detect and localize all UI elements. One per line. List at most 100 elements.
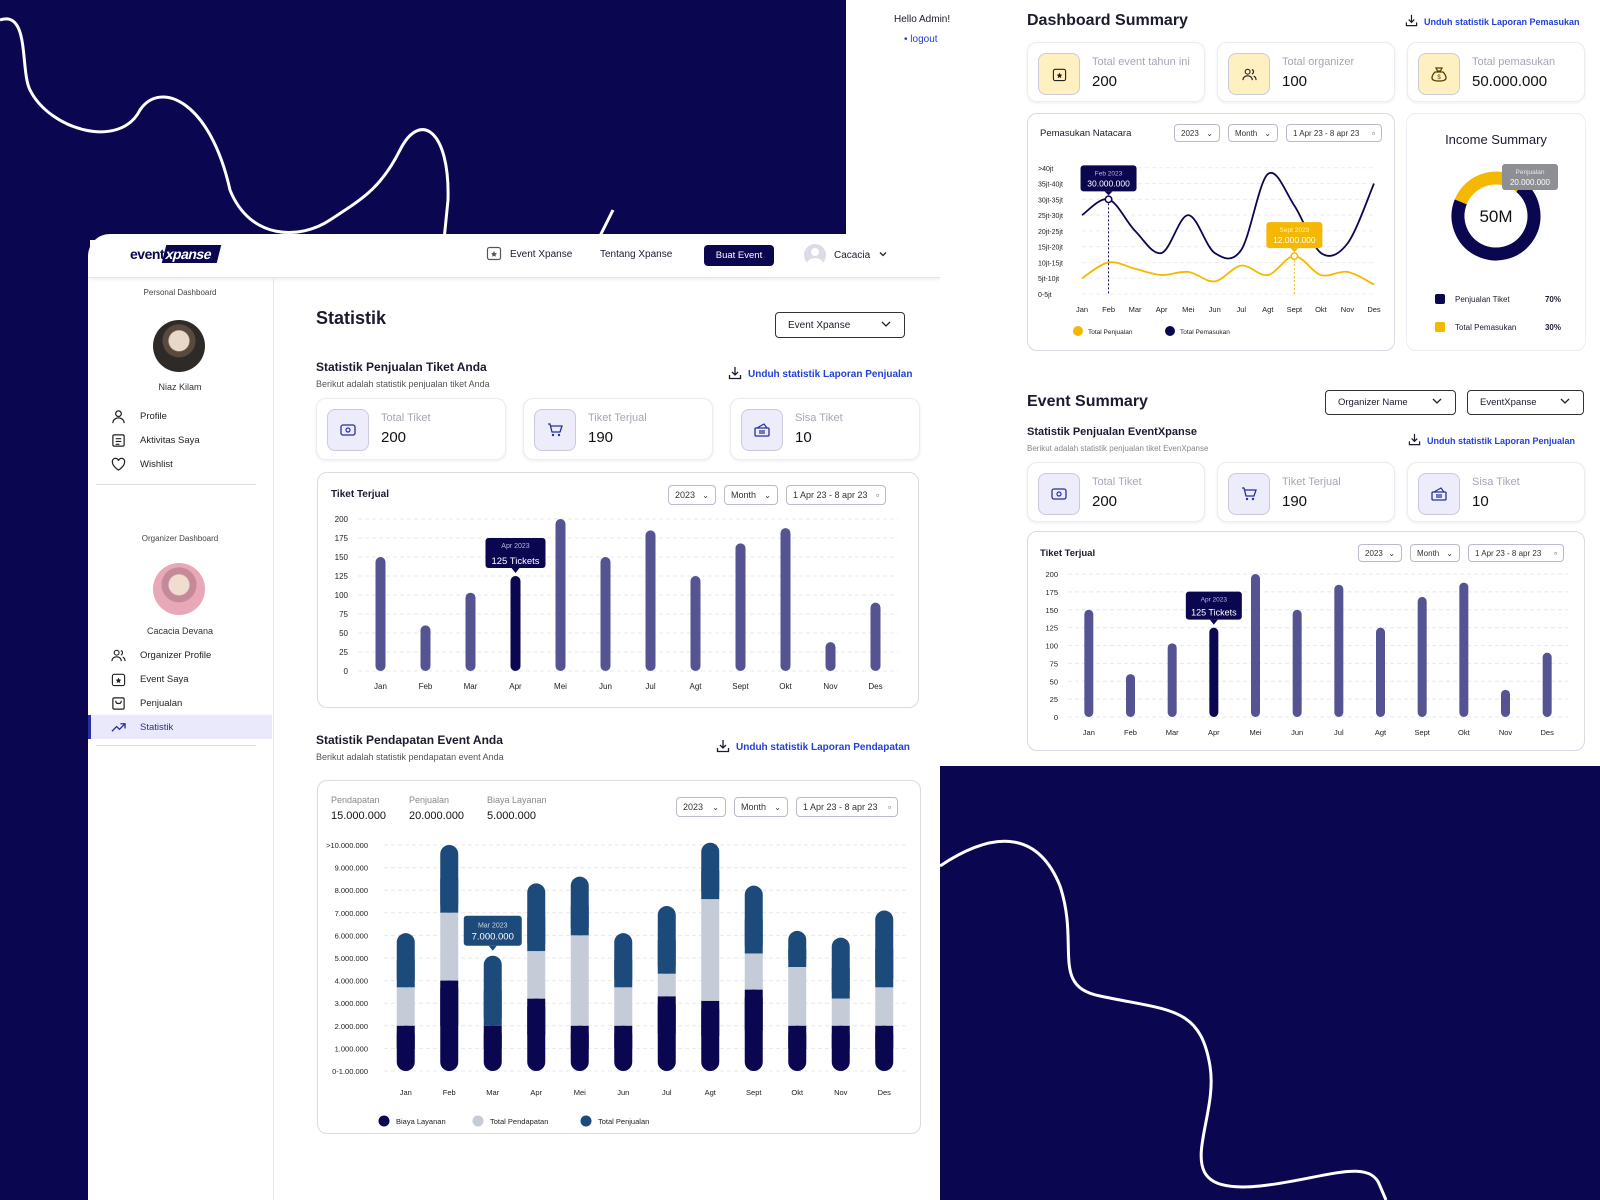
date-range-picker[interactable]: 1 Apr 23 - 8 apr 23 ▫ bbox=[786, 485, 886, 505]
bar[interactable] bbox=[465, 592, 476, 671]
bar-segment[interactable] bbox=[440, 912, 459, 981]
bar[interactable] bbox=[825, 642, 836, 671]
bar[interactable] bbox=[555, 519, 566, 671]
bar[interactable] bbox=[1251, 574, 1260, 717]
user-menu[interactable]: Cacacia bbox=[804, 242, 888, 268]
sidebar-item-label: Aktivitas Saya bbox=[140, 434, 200, 446]
download-pendapatan-link[interactable]: Unduh statistik Laporan Pendapatan bbox=[716, 739, 910, 756]
date-range-picker[interactable]: 1 Apr 23 - 8 apr 23 ▫ bbox=[1286, 124, 1382, 142]
bar-segment[interactable] bbox=[744, 953, 763, 990]
bar-segment[interactable] bbox=[657, 973, 676, 997]
period-select[interactable]: Month ⌄ bbox=[724, 485, 778, 505]
bar-segment[interactable] bbox=[788, 967, 807, 1026]
stat-value: 10 bbox=[795, 429, 812, 446]
sidebar-item-organizer-profile[interactable]: Organizer Profile bbox=[88, 643, 272, 667]
donut-slice[interactable] bbox=[1451, 181, 1541, 261]
year-value: 2023 bbox=[1365, 548, 1383, 558]
point-marker[interactable] bbox=[1104, 195, 1113, 204]
y-tick-label: 10jt-15jt bbox=[1038, 260, 1063, 267]
user-icon bbox=[110, 408, 126, 424]
period-select[interactable]: Month ⌄ bbox=[734, 797, 788, 817]
bar-segment[interactable] bbox=[570, 935, 589, 1026]
eventxpanse-select[interactable]: EventXpanse bbox=[1467, 390, 1584, 415]
bar[interactable] bbox=[690, 576, 701, 671]
bar[interactable] bbox=[780, 528, 791, 671]
organizer-select[interactable]: Organizer Name bbox=[1325, 390, 1456, 415]
year-select[interactable]: 2023 ⌄ bbox=[1174, 124, 1220, 142]
y-tick-label: 75 bbox=[339, 610, 348, 619]
bar[interactable] bbox=[375, 557, 386, 671]
event-select[interactable]: Event Xpanse bbox=[775, 312, 905, 338]
bar-segment[interactable] bbox=[527, 951, 546, 999]
bar[interactable] bbox=[1126, 674, 1135, 717]
avatar-cacacia[interactable] bbox=[153, 563, 205, 615]
ticket-icon bbox=[327, 409, 369, 451]
decorative-wave-bottom bbox=[940, 839, 1388, 1200]
avatar-niaz[interactable] bbox=[153, 320, 205, 372]
point-marker[interactable] bbox=[1290, 252, 1299, 261]
bar[interactable] bbox=[1501, 689, 1510, 717]
logout-link[interactable]: • logout bbox=[904, 34, 938, 45]
bar-segment[interactable] bbox=[875, 987, 894, 1026]
logo[interactable]: event xpanse bbox=[130, 244, 222, 264]
bar[interactable] bbox=[1292, 609, 1302, 717]
stat-value: 200 bbox=[381, 429, 407, 446]
sidebar-item-event-saya[interactable]: Event Saya bbox=[88, 667, 272, 691]
bar[interactable] bbox=[870, 602, 881, 671]
sidebar-item-statistik[interactable]: Statistik bbox=[88, 715, 272, 739]
event-summary-title: Event Summary bbox=[1027, 393, 1148, 410]
bar[interactable] bbox=[510, 576, 521, 671]
download-pemasukan-link[interactable]: Unduh statistik Laporan Pemasukan bbox=[1405, 14, 1580, 29]
period-value: Month bbox=[731, 490, 757, 500]
date-range-picker[interactable]: 1 Apr 23 - 8 apr 23 ▫ bbox=[1468, 544, 1564, 562]
bar-segment[interactable] bbox=[701, 899, 720, 1001]
date-range-picker[interactable]: 1 Apr 23 - 8 apr 23 ▫ bbox=[796, 797, 898, 817]
bar[interactable] bbox=[735, 543, 746, 671]
stat-label: Tiket Terjual bbox=[1282, 476, 1341, 488]
sidebar-item-label: Profile bbox=[140, 410, 167, 422]
cart-icon bbox=[534, 409, 576, 451]
sidebar-item-aktivitas-saya[interactable]: Aktivitas Saya bbox=[88, 428, 272, 452]
donut-legend-item: Total Pemasukan 30% bbox=[1435, 320, 1561, 334]
nav-event-xpanse[interactable]: Event Xpanse bbox=[486, 244, 572, 264]
bar[interactable] bbox=[420, 625, 431, 671]
sidebar-item-profile[interactable]: Profile bbox=[88, 404, 272, 428]
y-tick-label: 100 bbox=[1045, 642, 1058, 651]
bar[interactable] bbox=[645, 530, 656, 671]
nav-tentang[interactable]: Tentang Xpanse bbox=[600, 249, 673, 260]
bar[interactable] bbox=[1542, 652, 1552, 717]
stat-label: Total pemasukan bbox=[1472, 56, 1556, 68]
x-tick-label: Jan bbox=[1076, 305, 1088, 314]
x-tick-label: Des bbox=[1540, 728, 1554, 737]
download-penjualan-link[interactable]: Unduh statistik Laporan Penjualan bbox=[728, 366, 912, 383]
download-event-penjualan-link[interactable]: Unduh statistik Laporan Penjualan bbox=[1408, 433, 1575, 448]
legend-label: Total Penjualan bbox=[598, 1117, 649, 1126]
bar[interactable] bbox=[1376, 627, 1385, 717]
year-select[interactable]: 2023 ⌄ bbox=[676, 797, 726, 817]
y-tick-label: 50 bbox=[339, 629, 348, 638]
bar-segment[interactable] bbox=[614, 987, 633, 1026]
year-select[interactable]: 2023 ⌄ bbox=[668, 485, 716, 505]
tooltip-label: Feb 2023 bbox=[1095, 170, 1123, 177]
bar[interactable] bbox=[600, 557, 611, 671]
y-tick-label: 125 bbox=[335, 572, 349, 581]
buat-event-button[interactable]: Buat Event bbox=[704, 245, 774, 266]
y-tick-label: 25 bbox=[1050, 695, 1058, 704]
income-summary-card: Income Summary 50M Penjualan 20.000.000 Pe… bbox=[1406, 113, 1586, 351]
tooltip-arrow bbox=[488, 945, 497, 951]
stat-value: 190 bbox=[1282, 493, 1308, 510]
sidebar-item-penjualan[interactable]: Penjualan bbox=[88, 691, 272, 715]
bar[interactable] bbox=[1084, 609, 1094, 717]
period-select[interactable]: Month ⌄ bbox=[1410, 544, 1460, 562]
bar[interactable] bbox=[1167, 643, 1177, 717]
bar[interactable] bbox=[1459, 582, 1469, 717]
bar[interactable] bbox=[1334, 584, 1344, 717]
bar-segment[interactable] bbox=[396, 987, 415, 1026]
bar-segment[interactable] bbox=[831, 998, 850, 1026]
bar[interactable] bbox=[1209, 627, 1219, 717]
sidebar-item-wishlist[interactable]: Wishlist bbox=[88, 452, 272, 476]
x-tick-label: Jan bbox=[400, 1088, 412, 1097]
bar[interactable] bbox=[1417, 596, 1427, 717]
period-select[interactable]: Month ⌄ bbox=[1228, 124, 1278, 142]
year-select[interactable]: 2023 ⌄ bbox=[1358, 544, 1402, 562]
